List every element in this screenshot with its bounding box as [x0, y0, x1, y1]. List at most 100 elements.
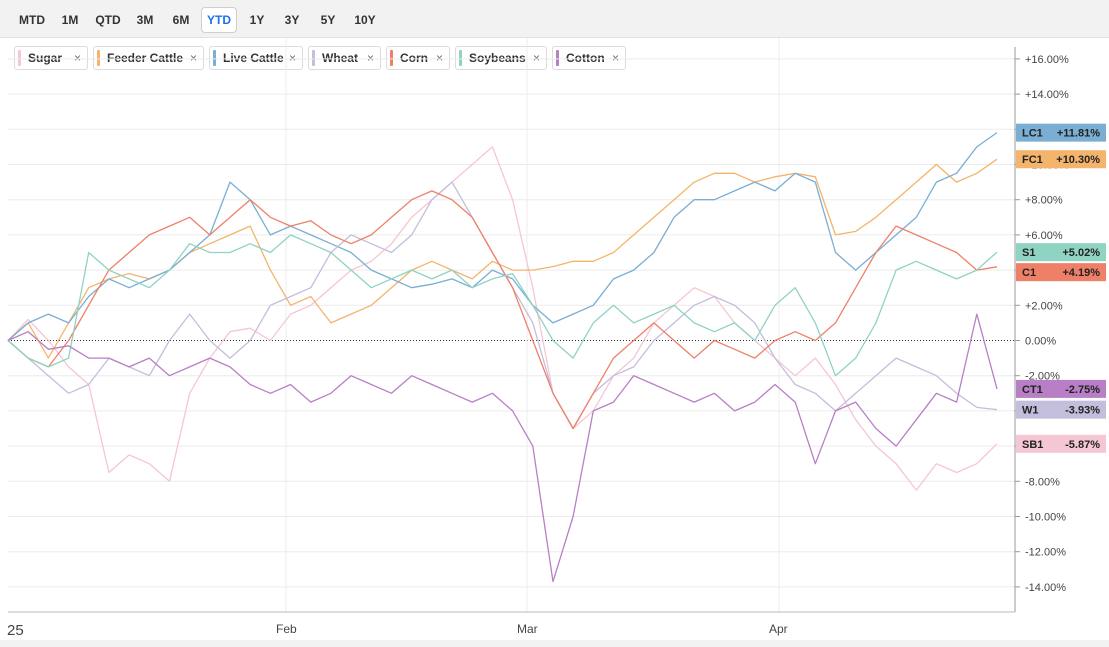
y-tick-label: -8.00% — [1025, 476, 1060, 488]
close-icon[interactable]: × — [611, 51, 619, 65]
y-tick-label: +14.00% — [1025, 89, 1069, 101]
series-line-corn — [7, 190, 998, 430]
close-icon[interactable]: × — [189, 51, 197, 65]
y-tick-label: +10.00% — [1025, 160, 1069, 172]
badge-background — [1016, 243, 1106, 262]
last-value-badge-lc1: LC1 +11.81% — [1016, 123, 1106, 142]
series-line-live-cattle — [7, 132, 998, 341]
range-button-3y[interactable]: 3Y — [284, 13, 300, 27]
legend-chip-feeder-cattle[interactable]: Feeder Cattle × — [93, 46, 204, 70]
y-tick-label: -14.00% — [1025, 582, 1066, 594]
x-tick-label: 25 — [7, 622, 24, 639]
badge-background — [1016, 400, 1106, 419]
legend-chip-wheat[interactable]: Wheat × — [308, 46, 381, 70]
close-icon[interactable]: × — [73, 51, 81, 65]
chart-axes: +16.00% +14.00% +12.00% +10.00% +8.00% +6.00%… — [0, 47, 1109, 647]
legend-label: Feeder Cattle — [107, 51, 184, 65]
badge-ticker: SB1 — [1022, 439, 1043, 451]
close-icon[interactable]: × — [366, 51, 374, 65]
last-value-badge-c1: C1 +4.19% — [1016, 263, 1106, 282]
last-value-badges: LC1 +11.81%FC1 +10.30%S1 +5.02%C1 +4.19%CT1-… — [1016, 123, 1106, 453]
y-tick-label: -12.00% — [1025, 547, 1066, 559]
badge-ticker: W1 — [1022, 405, 1039, 417]
legend-label: Cotton — [566, 51, 605, 65]
legend-swatch — [18, 50, 21, 66]
legend-chip-live-cattle[interactable]: Live Cattle × — [209, 46, 303, 70]
badge-value: +4.19% — [1062, 267, 1100, 279]
series-line-cotton — [7, 313, 998, 583]
y-tick-label: +6.00% — [1025, 230, 1063, 242]
x-tick-label: Apr — [769, 622, 788, 636]
badge-ticker: CT1 — [1022, 384, 1043, 396]
y-tick-label: -2.00% — [1025, 371, 1060, 383]
legend-label: Live Cattle — [223, 51, 284, 65]
close-icon[interactable]: × — [532, 51, 540, 65]
badge-value: +11.81% — [1057, 128, 1100, 140]
chart-grid — [8, 38, 1015, 612]
badge-value: -2.75% — [1065, 384, 1100, 396]
series-line-wheat — [7, 181, 998, 430]
badge-value: -3.93% — [1065, 405, 1100, 417]
y-tick-label: +4.00% — [1025, 265, 1063, 277]
last-value-badge-ct1: CT1 -2.75% — [1016, 379, 1106, 398]
range-button-5y[interactable]: 5Y — [320, 13, 336, 27]
legend-chip-cotton[interactable]: Cotton × — [552, 46, 626, 70]
badge-background — [1016, 123, 1106, 142]
range-button-mtd[interactable]: MTD — [19, 13, 45, 27]
range-button-qtd[interactable]: QTD — [95, 13, 121, 27]
legend-label: Corn — [400, 51, 428, 65]
legend-chip-corn[interactable]: Corn × — [386, 46, 450, 70]
badge-ticker: C1 — [1022, 267, 1036, 279]
badge-background — [1016, 263, 1106, 282]
y-tick-label: +12.00% — [1025, 124, 1069, 136]
legend-swatch — [213, 50, 216, 66]
legend-label: Wheat — [322, 51, 358, 65]
range-button-3m[interactable]: 3M — [136, 13, 154, 27]
series-line-sugar — [7, 146, 998, 491]
y-tick-label: -10.00% — [1025, 512, 1066, 524]
badge-background — [1016, 434, 1106, 453]
y-tick-label: +2.00% — [1025, 300, 1063, 312]
x-tick-label: Feb — [276, 622, 297, 636]
y-tick-label: +16.00% — [1025, 54, 1069, 66]
y-tick-label: 0.00% — [1025, 336, 1056, 348]
legend-swatch — [556, 50, 559, 66]
legend-chip-sugar[interactable]: Sugar × — [14, 46, 88, 70]
badge-ticker: FC1 — [1022, 154, 1043, 166]
badge-value: -5.87% — [1065, 439, 1100, 451]
badge-value: +10.30% — [1056, 154, 1100, 166]
series-line-feeder-cattle — [7, 158, 998, 359]
close-icon[interactable]: × — [288, 51, 296, 65]
badge-background — [1016, 379, 1106, 398]
range-button-1m[interactable]: 1M — [61, 13, 79, 27]
range-button-1y[interactable]: 1Y — [249, 13, 265, 27]
legend-swatch — [97, 50, 100, 66]
range-button-6m[interactable]: 6M — [172, 13, 190, 27]
badge-ticker: LC1 — [1022, 128, 1043, 140]
y-tick-label: -4.00% — [1025, 406, 1060, 418]
legend-swatch — [459, 50, 462, 66]
range-toolbar: MTD 1M QTD 3M 6M YTD 1Y 3Y 5Y 10Y — [0, 0, 1109, 38]
range-button-ytd[interactable]: YTD — [201, 7, 237, 33]
legend-swatch — [390, 50, 393, 66]
series-line-soybeans — [7, 234, 998, 377]
legend-label: Sugar — [28, 51, 63, 65]
last-value-badge-sb1: SB1 -5.87% — [1016, 434, 1106, 453]
badge-background — [1016, 150, 1106, 169]
legend-chip-soybeans[interactable]: Soybeans × — [455, 46, 547, 70]
chart-series — [7, 132, 998, 583]
y-tick-label: -6.00% — [1025, 441, 1060, 453]
last-value-badge-s1: S1 +5.02% — [1016, 243, 1106, 262]
footer-strip — [0, 640, 1109, 647]
x-tick-label: Mar — [517, 622, 538, 636]
badge-ticker: S1 — [1022, 247, 1035, 259]
last-value-badge-w1: W1 -3.93% — [1016, 400, 1106, 419]
y-tick-label: +8.00% — [1025, 195, 1063, 207]
range-button-10y[interactable]: 10Y — [354, 13, 376, 27]
close-icon[interactable]: × — [435, 51, 443, 65]
legend-swatch — [312, 50, 315, 66]
last-value-badge-fc1: FC1 +10.30% — [1016, 150, 1106, 169]
badge-value: +5.02% — [1062, 247, 1100, 259]
legend-label: Soybeans — [469, 51, 526, 65]
